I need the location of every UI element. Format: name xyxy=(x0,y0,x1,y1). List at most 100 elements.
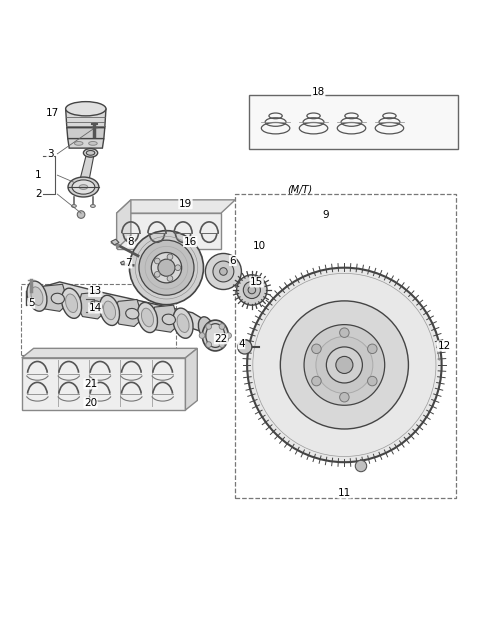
Ellipse shape xyxy=(89,142,97,145)
Ellipse shape xyxy=(61,288,82,318)
Circle shape xyxy=(312,377,321,386)
Circle shape xyxy=(77,211,85,218)
Text: 3: 3 xyxy=(47,149,54,159)
Polygon shape xyxy=(111,239,119,245)
Circle shape xyxy=(199,333,205,338)
Polygon shape xyxy=(114,300,143,326)
Text: 14: 14 xyxy=(89,303,102,313)
Ellipse shape xyxy=(86,150,95,155)
Text: 8: 8 xyxy=(128,237,134,246)
Circle shape xyxy=(219,342,225,347)
Polygon shape xyxy=(185,349,197,410)
Circle shape xyxy=(368,377,377,386)
Text: 4: 4 xyxy=(238,338,245,349)
Circle shape xyxy=(226,333,231,338)
Ellipse shape xyxy=(74,142,83,145)
Ellipse shape xyxy=(202,320,228,351)
Circle shape xyxy=(167,254,173,260)
Ellipse shape xyxy=(72,204,76,208)
Circle shape xyxy=(248,286,256,294)
Circle shape xyxy=(368,344,377,354)
Circle shape xyxy=(139,240,194,295)
Polygon shape xyxy=(40,284,68,311)
Text: 9: 9 xyxy=(322,210,329,220)
Text: 5: 5 xyxy=(28,298,35,308)
Circle shape xyxy=(247,268,442,462)
Circle shape xyxy=(155,258,160,264)
Circle shape xyxy=(205,253,241,290)
Polygon shape xyxy=(26,282,216,337)
Ellipse shape xyxy=(31,287,43,305)
Circle shape xyxy=(336,356,353,373)
Ellipse shape xyxy=(84,149,97,157)
Circle shape xyxy=(237,275,267,305)
Circle shape xyxy=(280,301,408,429)
Text: 16: 16 xyxy=(183,237,197,246)
Circle shape xyxy=(206,324,212,330)
Ellipse shape xyxy=(99,295,120,326)
Polygon shape xyxy=(117,200,131,249)
Polygon shape xyxy=(117,200,235,213)
Bar xyxy=(250,95,458,149)
Ellipse shape xyxy=(142,308,154,327)
Circle shape xyxy=(206,342,212,347)
Polygon shape xyxy=(79,153,95,185)
Circle shape xyxy=(213,261,234,282)
Ellipse shape xyxy=(68,177,99,197)
Polygon shape xyxy=(68,138,104,148)
Ellipse shape xyxy=(104,301,116,319)
Polygon shape xyxy=(117,213,221,249)
Ellipse shape xyxy=(137,302,157,333)
Circle shape xyxy=(219,324,225,330)
Polygon shape xyxy=(151,305,179,332)
Ellipse shape xyxy=(177,314,189,333)
Text: (M/T): (M/T) xyxy=(288,184,312,194)
Ellipse shape xyxy=(79,185,88,189)
Polygon shape xyxy=(120,261,125,265)
Ellipse shape xyxy=(162,314,175,324)
Circle shape xyxy=(175,265,180,271)
Text: 17: 17 xyxy=(46,109,59,119)
Ellipse shape xyxy=(51,293,64,304)
Text: 7: 7 xyxy=(125,258,132,268)
Polygon shape xyxy=(22,349,197,358)
Text: 15: 15 xyxy=(250,277,263,287)
Text: 2: 2 xyxy=(35,189,42,199)
Circle shape xyxy=(151,253,181,283)
Circle shape xyxy=(219,268,227,276)
Text: 19: 19 xyxy=(179,199,192,209)
Polygon shape xyxy=(22,358,185,410)
Ellipse shape xyxy=(66,102,106,116)
Ellipse shape xyxy=(27,281,47,311)
Text: 1: 1 xyxy=(35,170,42,180)
Circle shape xyxy=(167,276,173,281)
Ellipse shape xyxy=(198,317,213,339)
Text: 10: 10 xyxy=(252,241,265,251)
Ellipse shape xyxy=(72,180,95,194)
Ellipse shape xyxy=(89,301,102,311)
Text: 11: 11 xyxy=(338,488,351,498)
Circle shape xyxy=(130,231,204,305)
Polygon shape xyxy=(67,128,105,138)
Ellipse shape xyxy=(66,294,78,312)
Text: 22: 22 xyxy=(215,334,228,344)
Circle shape xyxy=(355,460,367,472)
Circle shape xyxy=(326,347,362,383)
Circle shape xyxy=(312,344,321,354)
Text: 21: 21 xyxy=(84,379,97,389)
Ellipse shape xyxy=(173,308,193,338)
Polygon shape xyxy=(66,109,106,128)
Circle shape xyxy=(340,328,349,337)
Text: 20: 20 xyxy=(84,398,97,408)
Circle shape xyxy=(340,392,349,402)
Circle shape xyxy=(158,259,175,276)
Text: 12: 12 xyxy=(437,341,451,351)
Text: 18: 18 xyxy=(312,87,325,97)
Circle shape xyxy=(304,324,384,405)
Circle shape xyxy=(238,340,252,354)
Text: 13: 13 xyxy=(89,286,102,297)
Ellipse shape xyxy=(91,204,96,208)
Circle shape xyxy=(243,281,261,298)
Ellipse shape xyxy=(206,324,225,347)
Ellipse shape xyxy=(126,309,139,319)
